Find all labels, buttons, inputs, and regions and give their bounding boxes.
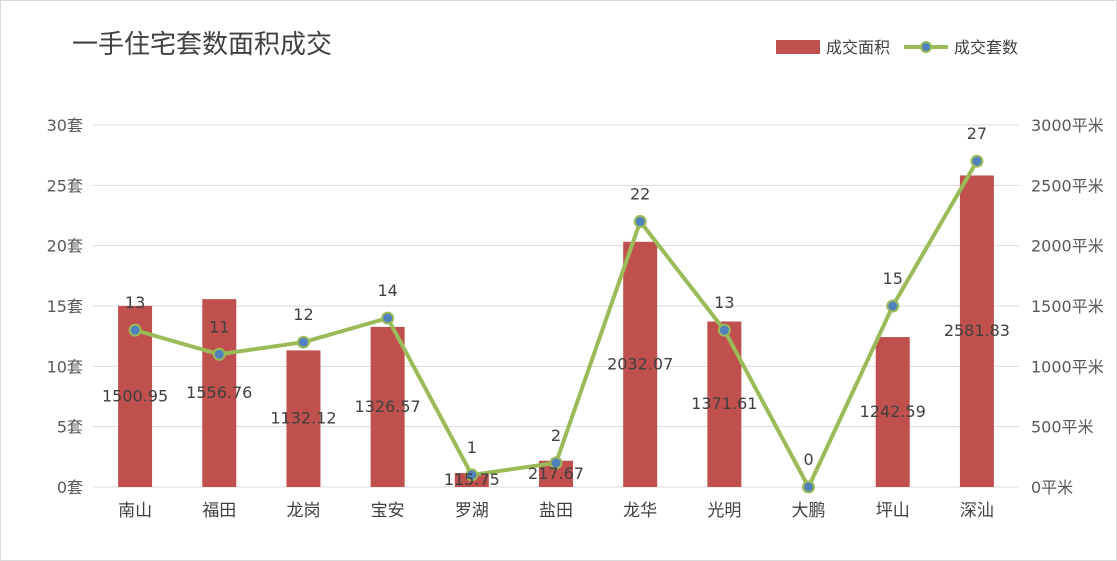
category-label: 大鹏: [792, 501, 826, 521]
line-point: [381, 311, 395, 325]
right-tick-label: 0平米: [1031, 478, 1073, 497]
line-value-label: 12: [293, 305, 313, 324]
left-tick-label: 15套: [47, 297, 83, 316]
legend-label-bar: 成交面积: [826, 38, 890, 57]
category-label: 盐田: [539, 501, 573, 521]
line-point: [633, 215, 647, 229]
bar-value-label: 2032.07: [607, 354, 673, 373]
line-value-label: 22: [630, 185, 650, 204]
line-value-label: 11: [209, 317, 229, 336]
line-point: [465, 468, 479, 482]
bar: [959, 175, 994, 488]
left-tick-label: 10套: [47, 357, 83, 376]
line-value-label: 13: [125, 293, 145, 312]
line-value-label: 0: [803, 450, 813, 469]
category-axis: 南山 福田 龙岗 宝安 罗湖 盐田 龙华 光明 大鹏 坪山 深汕: [118, 501, 994, 521]
line-point: [549, 456, 563, 470]
line-value-label: 2: [551, 426, 561, 445]
right-axis: 0平米 500平米 1000平米 1500平米 2000平米 2500平米 3000平米: [1031, 116, 1104, 497]
bar: [875, 337, 910, 487]
line-point: [128, 323, 142, 337]
bar: [370, 326, 405, 487]
chart-title: 一手住宅套数面积成交: [72, 30, 332, 60]
right-tick-label: 3000平米: [1031, 116, 1104, 135]
category-label: 龙岗: [286, 501, 320, 521]
right-tick-label: 2500平米: [1031, 176, 1104, 195]
line-value-label: 27: [967, 124, 987, 143]
line-point: [970, 154, 984, 168]
bar: [286, 350, 321, 487]
line-point: [717, 323, 731, 337]
left-tick-label: 0套: [57, 478, 83, 497]
right-tick-label: 1000平米: [1031, 357, 1104, 376]
bar: [623, 241, 658, 487]
right-tick-label: 500平米: [1031, 418, 1094, 437]
data-labels: 1500.95 1556.76 1132.12 1326.57 115.75 217.67…: [102, 124, 1010, 489]
line-series: [128, 154, 984, 494]
bar-value-label: 1556.76: [186, 383, 252, 402]
category-label: 深汕: [960, 501, 994, 521]
left-tick-label: 5套: [57, 418, 83, 437]
bar-value-label: 1371.61: [691, 394, 757, 413]
line-point: [296, 335, 310, 349]
category-label: 光明: [707, 501, 741, 521]
bar: [202, 299, 237, 487]
left-axis: 0套 5套 10套 15套 20套 25套 30套: [47, 116, 83, 497]
line-point: [802, 480, 816, 494]
left-tick-label: 25套: [47, 176, 83, 195]
bar-value-label: 217.67: [528, 464, 584, 483]
category-label: 罗湖: [455, 501, 489, 521]
category-label: 坪山: [876, 501, 910, 521]
legend-swatch-bar: [776, 40, 820, 54]
legend-swatch-marker: [920, 41, 932, 53]
line-value-label: 1: [467, 438, 477, 457]
bar-value-label: 1242.59: [860, 402, 926, 421]
line-value-label: 14: [377, 281, 397, 300]
line-value-label: 15: [883, 269, 903, 288]
category-label: 宝安: [371, 501, 405, 521]
line-value-label: 13: [714, 293, 734, 312]
gridlines: [93, 124, 1019, 488]
category-label: 龙华: [623, 501, 657, 521]
right-tick-label: 2000平米: [1031, 237, 1104, 256]
category-label: 福田: [202, 501, 236, 521]
bar-value-label: 115.75: [444, 470, 500, 489]
right-tick-label: 1500平米: [1031, 297, 1104, 316]
bar-value-label: 1132.12: [270, 409, 336, 428]
left-tick-label: 20套: [47, 237, 83, 256]
legend: 成交面积 成交套数: [776, 38, 1018, 57]
line-point: [212, 347, 226, 361]
line-point: [886, 299, 900, 313]
left-tick-label: 30套: [47, 116, 83, 135]
bar-value-label: 2581.83: [944, 321, 1010, 340]
category-label: 南山: [118, 501, 152, 521]
bar-value-label: 1500.95: [102, 386, 168, 405]
bar-value-label: 1326.57: [355, 397, 421, 416]
legend-label-line: 成交套数: [954, 38, 1018, 57]
